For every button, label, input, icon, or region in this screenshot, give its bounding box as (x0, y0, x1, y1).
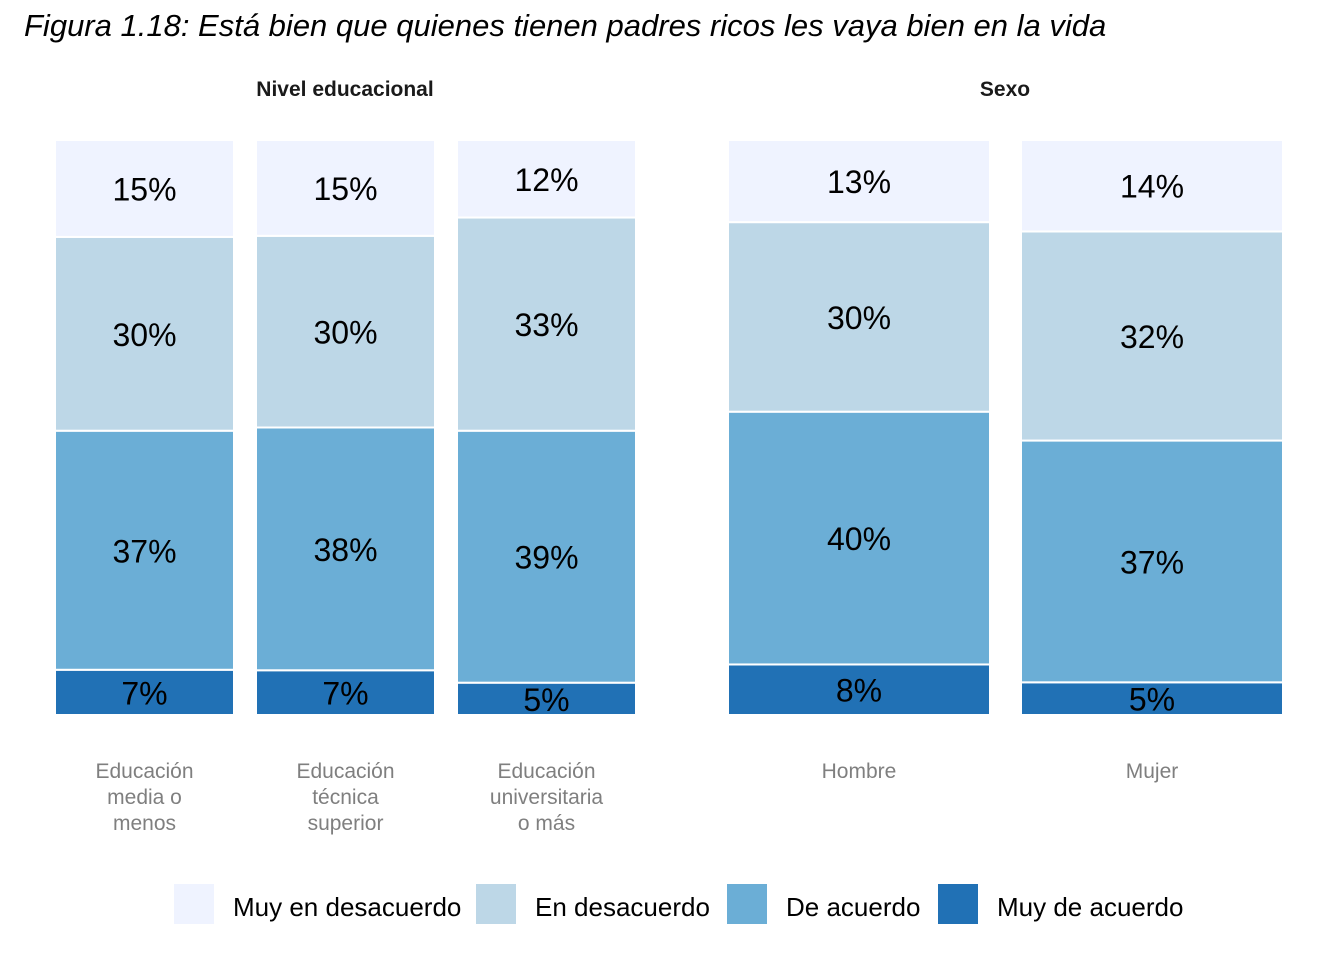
category-label-nivel-educacional-1: Educación técnica superior (296, 760, 394, 835)
category-label-nivel-educacional-2: Educación universitaria o más (490, 760, 604, 835)
data-label-muy-en-desacuerdo-nivel-educacional-0: 15% (112, 171, 176, 207)
data-label-muy-en-desacuerdo-sexo-0: 13% (827, 164, 891, 200)
data-label-muy-en-desacuerdo-nivel-educacional-2: 12% (514, 162, 578, 198)
bar-de-acuerdo-nivel-educacional-1 (255, 426, 436, 672)
chart-title: Figura 1.18: Está bien que quienes tiene… (24, 8, 1107, 43)
bar-muy-de-acuerdo-sexo-0 (727, 663, 991, 717)
legend-label-muy-de-acuerdo: Muy de acuerdo (997, 892, 1183, 922)
bar-en-desacuerdo-nivel-educacional-0 (54, 235, 235, 432)
data-label-de-acuerdo-sexo-0: 40% (827, 521, 891, 557)
bar-de-acuerdo-sexo-1 (1020, 439, 1284, 684)
bar-de-acuerdo-nivel-educacional-0 (54, 429, 235, 671)
category-label-sexo-0: Hombre (822, 760, 897, 783)
bar-en-desacuerdo-sexo-0 (727, 221, 991, 413)
data-label-muy-de-acuerdo-sexo-1: 5% (1129, 682, 1175, 718)
data-label-muy-de-acuerdo-sexo-0: 8% (836, 673, 882, 709)
data-label-muy-en-desacuerdo-sexo-1: 14% (1120, 169, 1184, 205)
bar-muy-en-desacuerdo-sexo-1 (1020, 139, 1284, 233)
legend-swatch-muy-de-acuerdo (938, 884, 978, 924)
data-label-en-desacuerdo-nivel-educacional-1: 30% (313, 315, 377, 351)
data-label-en-desacuerdo-nivel-educacional-2: 33% (514, 307, 578, 343)
bar-muy-en-desacuerdo-nivel-educacional-1 (255, 139, 436, 237)
legend-swatch-de-acuerdo (727, 884, 767, 924)
legend-swatch-en-desacuerdo (476, 884, 516, 924)
bar-muy-en-desacuerdo-nivel-educacional-0 (54, 139, 235, 238)
legend-label-muy-en-desacuerdo: Muy en desacuerdo (233, 892, 461, 922)
bar-muy-de-acuerdo-sexo-1 (1020, 681, 1284, 716)
data-label-muy-de-acuerdo-nivel-educacional-2: 5% (523, 682, 569, 718)
data-label-de-acuerdo-nivel-educacional-0: 37% (112, 533, 176, 569)
legend-swatch-muy-en-desacuerdo (174, 884, 214, 924)
data-label-de-acuerdo-nivel-educacional-2: 39% (514, 540, 578, 576)
data-label-en-desacuerdo-nivel-educacional-0: 30% (112, 317, 176, 353)
bar-en-desacuerdo-nivel-educacional-2 (456, 216, 637, 432)
bar-en-desacuerdo-sexo-1 (1020, 230, 1284, 442)
bar-muy-en-desacuerdo-sexo-0 (727, 139, 991, 224)
data-label-muy-de-acuerdo-nivel-educacional-1: 7% (322, 676, 368, 712)
bar-de-acuerdo-nivel-educacional-2 (456, 429, 637, 684)
legend-label-en-desacuerdo: En desacuerdo (535, 892, 710, 922)
legend-label-de-acuerdo: De acuerdo (786, 892, 920, 922)
panel-title-nivel-educacional: Nivel educacional (256, 78, 433, 101)
data-label-en-desacuerdo-sexo-0: 30% (827, 300, 891, 336)
panel-title-sexo: Sexo (980, 78, 1030, 101)
data-label-en-desacuerdo-sexo-1: 32% (1120, 319, 1184, 355)
category-label-nivel-educacional-0: Educación media o menos (95, 760, 193, 835)
data-label-de-acuerdo-sexo-1: 37% (1120, 544, 1184, 580)
bar-muy-en-desacuerdo-nivel-educacional-2 (456, 139, 637, 219)
category-label-sexo-1: Mujer (1126, 760, 1179, 783)
bar-de-acuerdo-sexo-0 (727, 410, 991, 666)
data-label-muy-de-acuerdo-nivel-educacional-0: 7% (121, 675, 167, 711)
data-label-de-acuerdo-nivel-educacional-1: 38% (313, 532, 377, 568)
data-label-muy-en-desacuerdo-nivel-educacional-1: 15% (313, 171, 377, 207)
